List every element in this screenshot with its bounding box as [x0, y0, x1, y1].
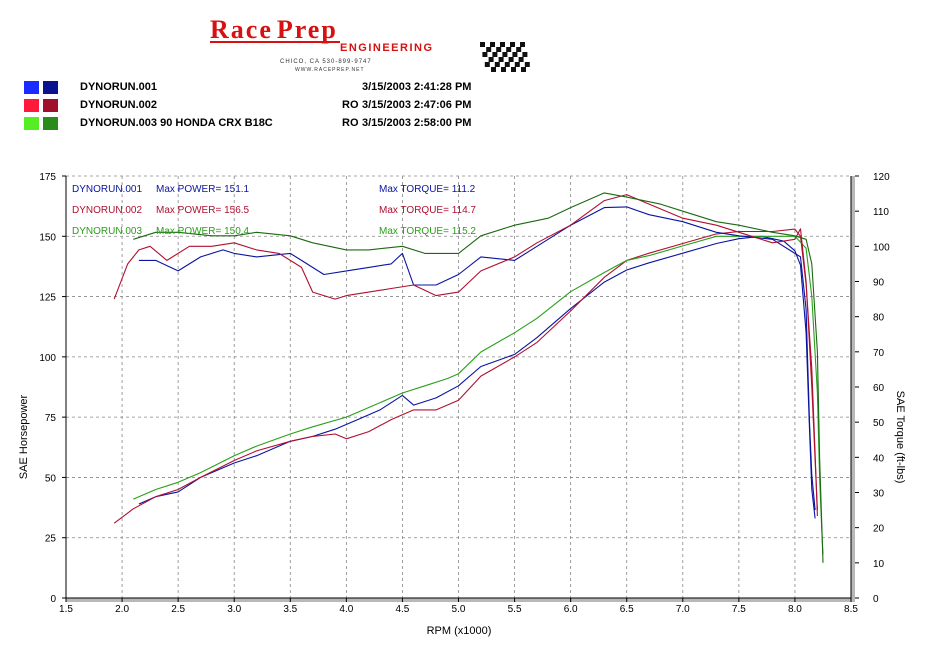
- x-tick-label: 6.0: [564, 604, 578, 615]
- x-tick-label: 8.0: [788, 604, 802, 615]
- annotation-run-name: DYNORUN.001: [72, 184, 142, 195]
- run-list: DYNORUN.001 3/15/2003 2:41:28 PM DYNORUN…: [0, 78, 930, 134]
- run-3-prefix: RO: [342, 117, 359, 129]
- run-row-1: DYNORUN.001 3/15/2003 2:41:28 PM: [0, 78, 930, 96]
- x-tick-label: 2.5: [171, 604, 185, 615]
- run-3-name: DYNORUN.003 90 HONDA CRX B18C: [80, 117, 273, 129]
- annotation-max-power: Max POWER= 151.1: [156, 184, 250, 195]
- annotation-run-name: DYNORUN.002: [72, 205, 142, 216]
- y-tick-label: 175: [39, 172, 56, 183]
- y2-tick-label: 10: [873, 559, 885, 570]
- x-tick-label: 1.5: [59, 604, 73, 615]
- logo-contact-phone: CHICO, CA 530-899-9747: [280, 59, 372, 65]
- plot-right-bevel: [851, 176, 855, 602]
- series-line-dynorun-003-hp: [133, 235, 824, 555]
- run-row-3: DYNORUN.003 90 HONDA CRX B18C RO 3/15/20…: [0, 114, 930, 132]
- x-tick-label: 7.5: [732, 604, 746, 615]
- annotation-run-name: DYNORUN.003: [72, 226, 142, 237]
- checkered-flag-icon: [480, 42, 530, 72]
- run-1-swatch-light: [24, 81, 39, 94]
- x-tick-label: 4.5: [395, 604, 409, 615]
- run-2-swatch-light: [24, 99, 39, 112]
- annotations: DYNORUN.001 Max POWER= 151.1 Max TORQUE= 1…: [72, 184, 476, 237]
- annotation-max-power: Max POWER= 156.5: [156, 205, 250, 216]
- x-tick-label: 5.0: [452, 604, 466, 615]
- series-line-dynorun-002-torque: [113, 194, 818, 511]
- logo-name: Race Prep: [210, 15, 338, 44]
- series-line-dynorun-001-hp: [138, 235, 816, 519]
- annotation-max-torque: Max TORQUE= 115.2: [379, 226, 476, 237]
- dyno-chart: 1.5 2.0 2.5 3.0 3.5 4.0 4.5 5.0 5.5 6.0 6.5 7.0 7.5 8…: [18, 172, 906, 637]
- logo-subtitle: ENGINEERING: [340, 42, 434, 54]
- y2-tick-label: 120: [873, 172, 890, 183]
- series-line-dynorun-002-hp: [113, 228, 818, 524]
- series-lines: [113, 192, 824, 563]
- plot-bottom-bevel: [66, 598, 855, 602]
- x-tick-label: 7.0: [676, 604, 690, 615]
- series-line-dynorun-001-torque: [138, 206, 816, 511]
- x-tick-label: 3.5: [283, 604, 297, 615]
- y2-tick-label: 0: [873, 594, 879, 605]
- run-row-2: DYNORUN.002 RO 3/15/2003 2:47:06 PM: [0, 96, 930, 114]
- y-tick-label: 150: [39, 232, 56, 243]
- y2-tick-label: 90: [873, 278, 885, 289]
- y-tick-label: 25: [45, 534, 57, 545]
- y-tick-label: 50: [45, 473, 57, 484]
- y-tick-label: 75: [45, 413, 57, 424]
- run-2-swatch-dark: [43, 99, 58, 112]
- run-3-swatch-light: [24, 117, 39, 130]
- run-3-date: 3/15/2003 2:58:00 PM: [362, 117, 472, 129]
- run-1-swatch-dark: [43, 81, 58, 94]
- logo-contact-web: WWW.RACEPREP.NET: [295, 67, 365, 73]
- x-tick-label: 3.0: [227, 604, 241, 615]
- run-2-name: DYNORUN.002: [80, 99, 158, 111]
- run-3-swatch-dark: [43, 117, 58, 130]
- run-2-prefix: RO: [342, 99, 359, 111]
- run-2-date: 3/15/2003 2:47:06 PM: [362, 99, 472, 111]
- series-line-dynorun-003-torque: [133, 192, 824, 563]
- y-axis-label: SAE Horsepower: [18, 394, 30, 479]
- y2-tick-label: 110: [873, 207, 889, 218]
- y-tick-label: 125: [39, 293, 56, 304]
- x-tick-label: 6.5: [620, 604, 634, 615]
- y2-tick-label: 80: [873, 313, 885, 324]
- y2-tick-label: 50: [873, 418, 885, 429]
- x-tick-label: 8.5: [844, 604, 858, 615]
- x-tick-label: 4.0: [339, 604, 353, 615]
- y-tick-label: 0: [50, 594, 56, 605]
- y2-tick-label: 30: [873, 489, 885, 500]
- x-tick-label: 5.5: [508, 604, 522, 615]
- raceprep-logo: Race Prep ENGINEERING CHICO, CA 530-899-9…: [210, 15, 530, 73]
- y2-tick-label: 20: [873, 524, 885, 535]
- y2-tick-label: 100: [873, 242, 890, 253]
- run-1-date: 3/15/2003 2:41:28 PM: [362, 81, 472, 93]
- y-tick-label: 100: [39, 353, 56, 364]
- annotation-max-torque: Max TORQUE= 114.7: [379, 205, 476, 216]
- y2-tick-label: 70: [873, 348, 885, 359]
- tick-labels: 1.5 2.0 2.5 3.0 3.5 4.0 4.5 5.0 5.5 6.0 6.5 7.0 7.5 8…: [39, 172, 890, 615]
- annotation-max-torque: Max TORQUE= 111.2: [379, 184, 476, 195]
- annotation-max-power: Max POWER= 150.4: [156, 226, 250, 237]
- plot-area: [66, 176, 855, 602]
- y2-tick-label: 40: [873, 453, 885, 464]
- y2-axis-label: SAE Torque (ft-lbs): [894, 391, 906, 484]
- run-1-name: DYNORUN.001: [80, 81, 158, 93]
- y2-tick-label: 60: [873, 383, 885, 394]
- x-axis-label: RPM (x1000): [427, 625, 492, 637]
- x-tick-label: 2.0: [115, 604, 129, 615]
